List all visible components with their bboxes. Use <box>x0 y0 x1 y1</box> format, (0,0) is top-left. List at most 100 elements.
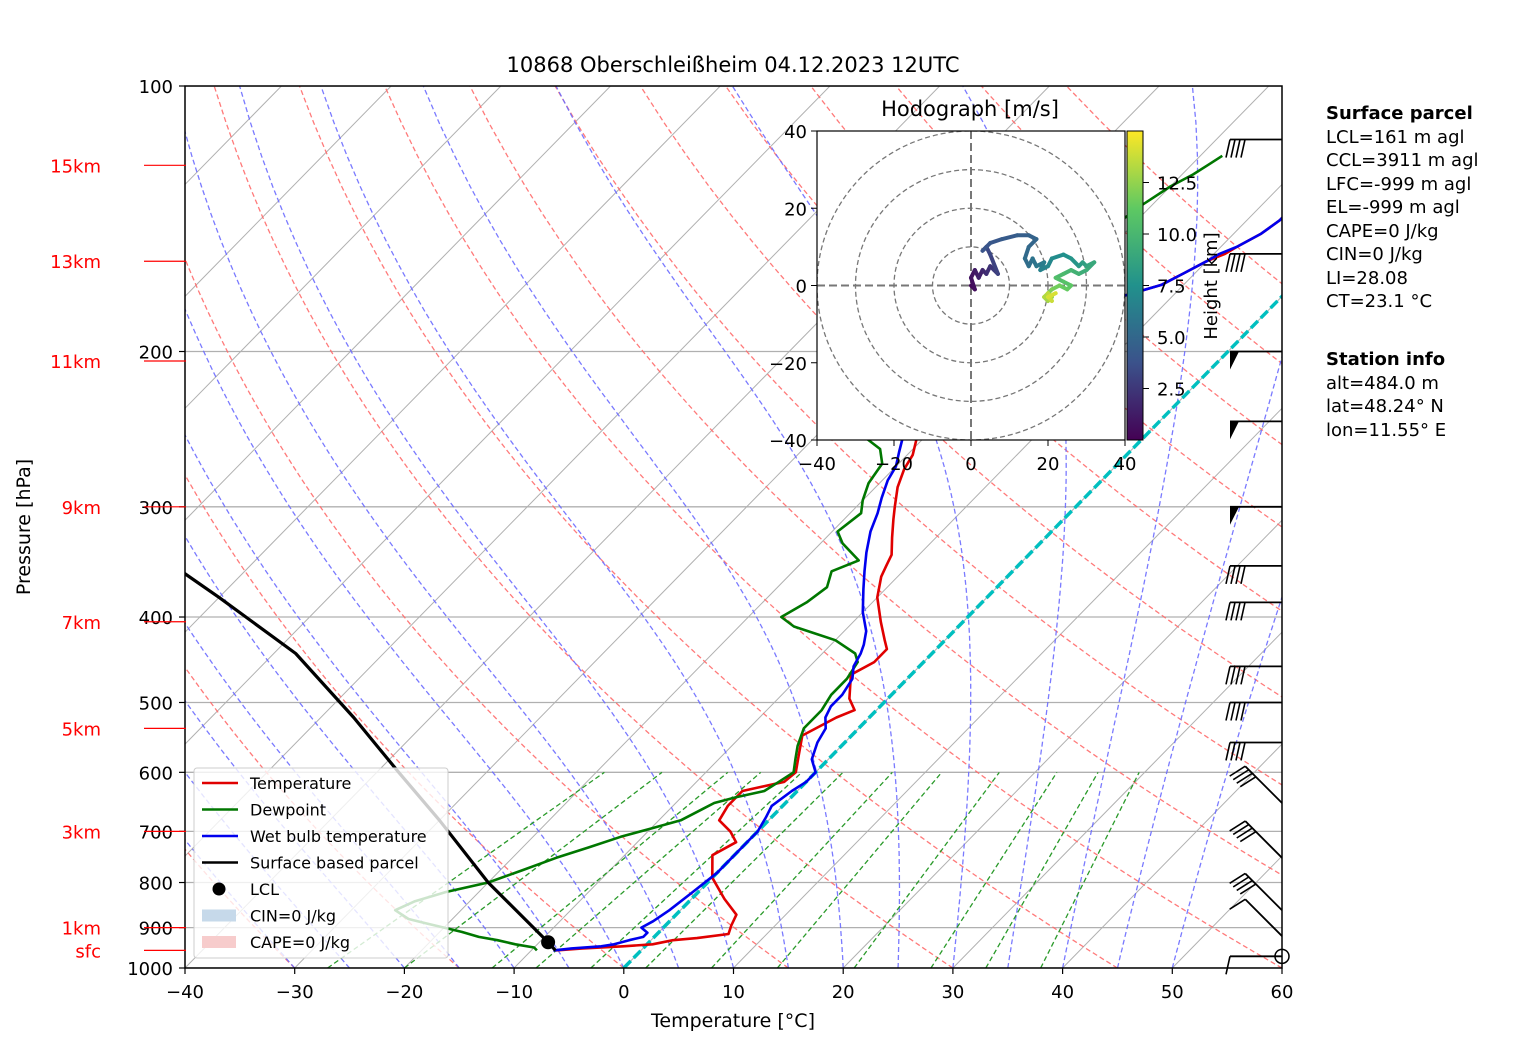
hodograph-x-label: 40 <box>1114 454 1137 475</box>
barb-flag <box>1230 666 1236 685</box>
barb-flag <box>1232 823 1250 836</box>
hodograph-y-label: 40 <box>784 122 807 143</box>
height-label: 9km <box>62 498 101 519</box>
height-label: 1km <box>62 919 101 940</box>
height-label: 7km <box>62 613 101 634</box>
height-label: 3km <box>62 822 101 843</box>
barb-pennant <box>1230 421 1239 440</box>
y-tick-label: 700 <box>139 822 173 843</box>
colorbar-label: Height [km] <box>1201 232 1222 339</box>
legend-swatch <box>202 936 236 948</box>
wind-barb <box>1229 872 1283 911</box>
barb-flag <box>1225 702 1231 721</box>
zero-isotherm <box>622 293 1282 968</box>
hodograph-y-label: 0 <box>796 277 807 298</box>
hodograph-x-label: 20 <box>1037 454 1060 475</box>
isotherm-line <box>185 86 611 521</box>
height-label: sfc <box>75 941 101 962</box>
legend-label: CAPE=0 J/kg <box>250 933 350 952</box>
mixing-ratio-line <box>853 771 1000 968</box>
x-tick-label: 30 <box>941 982 964 1003</box>
x-tick-label: −20 <box>385 982 423 1003</box>
wind-barb <box>1225 138 1282 158</box>
mixing-ratio-line <box>1040 772 1140 968</box>
moist-adiabat <box>1061 86 1199 968</box>
colorbar-tick-label: 10.0 <box>1157 225 1197 246</box>
isotherm-line <box>185 86 502 410</box>
calm-circle <box>1274 948 1290 965</box>
colorbar-tick-label: 7.5 <box>1157 277 1186 298</box>
legend: Temperature Dewpoint Wet bulb temperature S… <box>193 767 449 959</box>
barb-flag <box>1236 879 1253 892</box>
y-axis-ticks: 100 200 300 400 500 600 700 800 900 1000 <box>127 77 185 980</box>
station-info-panel: Station info alt=484.0 m lat=48.24° N lo… <box>1326 348 1446 442</box>
y-tick-label: 1000 <box>127 959 173 980</box>
isotherm-line <box>185 86 831 745</box>
mixing-ratio-line <box>711 771 893 968</box>
moist-adiabat <box>1171 594 1282 968</box>
barb-flag <box>1239 883 1257 895</box>
dry-adiabat <box>469 86 1282 876</box>
isotherm-line <box>952 631 1282 968</box>
height-label: 11km <box>50 352 101 373</box>
isotherm-line <box>185 86 392 298</box>
hodograph-segment <box>1022 244 1031 261</box>
barb-flag <box>1225 253 1231 273</box>
moist-adiabat <box>185 129 680 968</box>
barb-flag <box>1239 776 1257 788</box>
barb-flag <box>1235 702 1241 721</box>
hodograph-title: Hodograph [m/s] <box>881 97 1059 121</box>
chart-title: 10868 Oberschleißheim 04.12.2023 12UTC <box>507 53 960 77</box>
y-tick-label: 800 <box>139 874 173 895</box>
moist-adiabat <box>555 86 901 968</box>
wind-barbs <box>1225 138 1290 975</box>
barb-flag <box>1240 666 1246 685</box>
station-lat: lat=48.24° N <box>1326 396 1444 417</box>
barb-flag <box>1225 565 1231 585</box>
barb-flag <box>1229 898 1246 910</box>
colorbar-tick-label: 5.0 <box>1157 328 1186 349</box>
colorbar-tick-label: 12.5 <box>1157 174 1197 195</box>
mixing-ratio-line <box>930 771 1058 968</box>
x-tick-label: 50 <box>1161 982 1184 1003</box>
barb-flag <box>1235 742 1241 761</box>
x-axis-label: Temperature [°C] <box>650 1010 815 1032</box>
legend-label: Temperature <box>249 774 351 793</box>
hodograph-y-label: −20 <box>769 354 807 375</box>
dry-adiabat <box>384 86 1282 968</box>
wind-barb <box>1225 665 1282 685</box>
barb-flag <box>1235 139 1241 158</box>
barb-flag <box>1236 772 1253 784</box>
hodograph-segment <box>999 233 1020 242</box>
parcel-cape: CAPE=0 J/kg <box>1326 220 1439 242</box>
barb-pennant <box>1230 506 1239 525</box>
station-lon: lon=11.55° E <box>1326 419 1447 441</box>
x-tick-label: 20 <box>832 982 855 1003</box>
mixing-ratio-line <box>535 771 762 968</box>
height-label: 15km <box>50 156 101 177</box>
isotherm-line <box>733 407 1282 968</box>
hodograph-segment <box>969 275 977 292</box>
y-tick-label: 900 <box>139 919 173 940</box>
x-tick-label: 0 <box>618 982 629 1003</box>
barb-pennant <box>1230 351 1239 370</box>
y-tick-label: 300 <box>139 498 173 519</box>
surface-parcel-heading: Surface parcel <box>1326 103 1473 124</box>
dry-adiabat <box>185 473 625 968</box>
barb-staff <box>1244 820 1283 859</box>
wind-barb <box>1229 898 1283 937</box>
barb-flag <box>1225 956 1231 975</box>
hodograph-y-label: −40 <box>769 431 807 452</box>
x-tick-label: −30 <box>276 982 314 1003</box>
height-label: 5km <box>62 719 101 740</box>
legend-label: LCL <box>250 880 279 899</box>
hodograph-segment <box>988 252 1000 276</box>
dry-adiabat <box>298 86 1118 968</box>
hodograph-x-label: 0 <box>965 454 976 475</box>
barb-flag <box>1229 872 1246 885</box>
hodograph-y-label: 20 <box>784 199 807 220</box>
barb-flag <box>1225 602 1231 621</box>
y-axis-label: Pressure [hPa] <box>13 459 35 595</box>
barb-flag <box>1240 602 1246 621</box>
